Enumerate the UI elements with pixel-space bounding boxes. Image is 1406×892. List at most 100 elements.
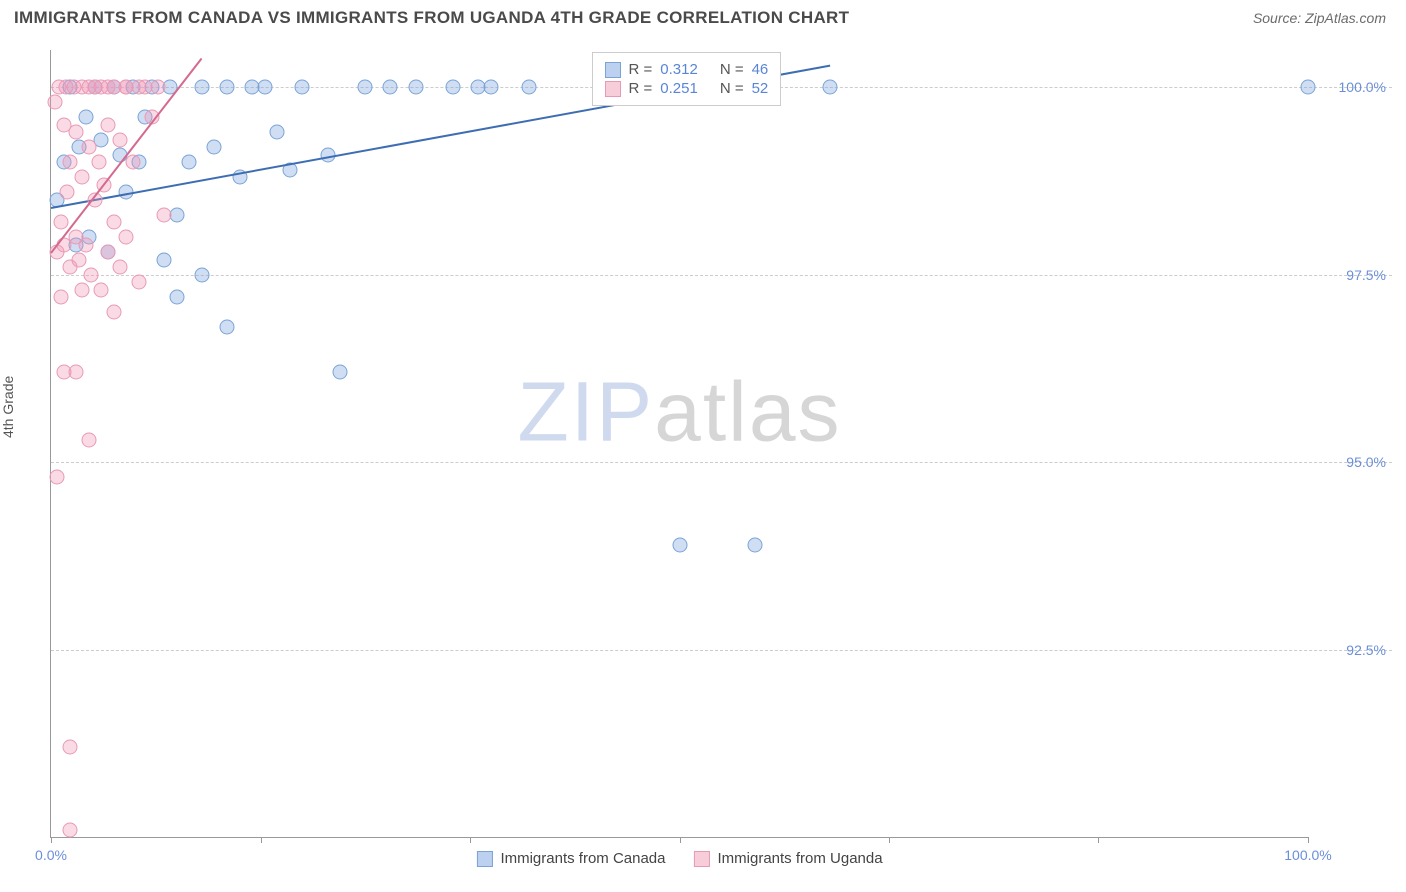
- data-point: [157, 207, 172, 222]
- source-prefix: Source:: [1253, 10, 1305, 26]
- r-value: 0.251: [660, 80, 698, 97]
- data-point: [75, 282, 90, 297]
- data-point: [131, 275, 146, 290]
- r-label: R =: [629, 80, 653, 97]
- data-point: [75, 170, 90, 185]
- bottom-legend: Immigrants from Canada Immigrants from Ug…: [476, 850, 882, 867]
- data-point: [446, 80, 461, 95]
- x-tick: [1098, 837, 1099, 843]
- plot-area: ZIPatlas 92.5%95.0%97.5%100.0%0.0%100.0%…: [50, 50, 1308, 838]
- watermark: ZIPatlas: [517, 364, 841, 461]
- x-tick: [680, 837, 681, 843]
- legend-label: Immigrants from Uganda: [718, 850, 883, 867]
- stats-legend: R = 0.312 N = 46 R = 0.251 N = 52: [592, 52, 782, 106]
- data-point: [194, 80, 209, 95]
- data-point: [94, 282, 109, 297]
- data-point: [54, 290, 69, 305]
- data-point: [295, 80, 310, 95]
- n-label: N =: [720, 80, 744, 97]
- data-point: [71, 252, 86, 267]
- y-tick-label: 95.0%: [1346, 454, 1386, 470]
- data-point: [106, 305, 121, 320]
- data-point: [169, 290, 184, 305]
- data-point: [100, 117, 115, 132]
- legend-swatch: [694, 851, 710, 867]
- n-value: 46: [752, 61, 769, 78]
- data-point: [219, 80, 234, 95]
- source-name: ZipAtlas.com: [1305, 10, 1386, 26]
- chart-header: IMMIGRANTS FROM CANADA VS IMMIGRANTS FRO…: [0, 0, 1406, 32]
- data-point: [207, 140, 222, 155]
- stats-row: R = 0.312 N = 46: [605, 61, 769, 78]
- gridline: [51, 650, 1392, 651]
- data-point: [79, 110, 94, 125]
- data-point: [823, 80, 838, 95]
- data-point: [333, 365, 348, 380]
- data-point: [747, 537, 762, 552]
- x-tick: [51, 837, 52, 843]
- y-tick-label: 97.5%: [1346, 267, 1386, 283]
- data-point: [54, 215, 69, 230]
- data-point: [100, 245, 115, 260]
- data-point: [47, 95, 62, 110]
- x-tick: [470, 837, 471, 843]
- data-point: [672, 537, 687, 552]
- data-point: [91, 155, 106, 170]
- data-point: [50, 470, 65, 485]
- y-tick-label: 100.0%: [1339, 79, 1386, 95]
- data-point: [62, 740, 77, 755]
- data-point: [408, 80, 423, 95]
- watermark-atlas: atlas: [654, 365, 841, 459]
- legend-label: Immigrants from Canada: [500, 850, 665, 867]
- legend-item: Immigrants from Uganda: [694, 850, 883, 867]
- data-point: [100, 80, 115, 95]
- x-tick: [261, 837, 262, 843]
- x-tick: [1308, 837, 1309, 843]
- watermark-zip: ZIP: [517, 365, 654, 459]
- data-point: [358, 80, 373, 95]
- data-point: [157, 252, 172, 267]
- gridline: [51, 275, 1392, 276]
- data-point: [113, 260, 128, 275]
- r-value: 0.312: [660, 61, 698, 78]
- data-point: [69, 125, 84, 140]
- data-point: [113, 132, 128, 147]
- data-point: [383, 80, 398, 95]
- data-point: [521, 80, 536, 95]
- n-label: N =: [720, 61, 744, 78]
- legend-swatch: [476, 851, 492, 867]
- data-point: [62, 822, 77, 837]
- data-point: [219, 320, 234, 335]
- source-attribution: Source: ZipAtlas.com: [1253, 10, 1386, 26]
- data-point: [194, 267, 209, 282]
- data-point: [60, 185, 75, 200]
- chart-title: IMMIGRANTS FROM CANADA VS IMMIGRANTS FRO…: [14, 8, 849, 28]
- data-point: [270, 125, 285, 140]
- x-tick: [889, 837, 890, 843]
- legend-swatch: [605, 81, 621, 97]
- y-tick-label: 92.5%: [1346, 642, 1386, 658]
- data-point: [84, 267, 99, 282]
- data-point: [69, 365, 84, 380]
- legend-swatch: [605, 62, 621, 78]
- x-tick-label: 100.0%: [1284, 847, 1331, 863]
- legend-item: Immigrants from Canada: [476, 850, 665, 867]
- y-axis-label: 4th Grade: [0, 376, 16, 438]
- chart-container: 4th Grade ZIPatlas 92.5%95.0%97.5%100.0%…: [14, 38, 1392, 882]
- r-label: R =: [629, 61, 653, 78]
- data-point: [119, 230, 134, 245]
- gridline: [51, 462, 1392, 463]
- data-point: [62, 155, 77, 170]
- data-point: [81, 140, 96, 155]
- data-point: [106, 215, 121, 230]
- data-point: [81, 432, 96, 447]
- data-point: [483, 80, 498, 95]
- data-point: [182, 155, 197, 170]
- data-point: [79, 237, 94, 252]
- data-point: [257, 80, 272, 95]
- data-point: [125, 155, 140, 170]
- x-tick-label: 0.0%: [35, 847, 67, 863]
- data-point: [119, 80, 134, 95]
- data-point: [150, 80, 165, 95]
- n-value: 52: [752, 80, 769, 97]
